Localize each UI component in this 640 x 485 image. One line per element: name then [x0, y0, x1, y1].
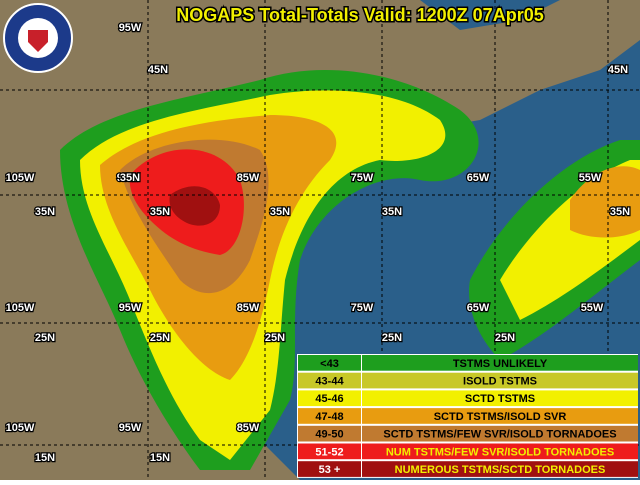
legend-range-cell — [298, 443, 361, 460]
grid-label: 35N — [35, 206, 55, 218]
grid-label: 85W — [237, 422, 260, 434]
legend-label: NUM TSTMS/FEW SVR/ISOLD TORNADOES — [386, 446, 614, 458]
legend-range-cell — [298, 390, 361, 407]
grid-label: 35N — [150, 206, 170, 218]
legend-range-cell — [298, 408, 361, 424]
orange-zone-east — [570, 166, 640, 238]
grid-label: 105W — [6, 422, 35, 434]
grid-label: 105W — [6, 172, 35, 184]
legend-label-cell — [362, 443, 638, 460]
grid-label: 15N — [35, 452, 55, 464]
legend-range: 53 + — [319, 464, 341, 476]
legend-label-cell — [362, 425, 638, 442]
grid-label: 25N — [150, 332, 170, 344]
legend-range: 47-48 — [315, 411, 343, 423]
grid-label: 85W — [237, 172, 260, 184]
grid-label: 35N — [270, 206, 290, 218]
grid-label: 45N — [608, 64, 628, 76]
legend-range: 51-52 — [315, 446, 343, 458]
legend-label: ISOLD TSTMS — [463, 375, 537, 387]
grid-label: 35N — [610, 206, 630, 218]
legend-range: 49-50 — [315, 429, 343, 441]
grid-label: 95W — [119, 22, 142, 34]
legend-label-cell — [362, 461, 638, 477]
grid-label: 15N — [150, 452, 170, 464]
grid-label: 55W — [579, 172, 602, 184]
grid-label: 25N — [35, 332, 55, 344]
legend-label: SCTD TSTMS/ISOLD SVR — [434, 411, 567, 423]
title: NOGAPS Total-Totals Valid: 1200Z 07Apr05 — [176, 5, 543, 25]
legend-label: NUMEROUS TSTMS/SCTD TORNADOES — [395, 464, 606, 476]
logo-shield — [28, 30, 48, 52]
grid-label: 75W — [351, 302, 374, 314]
legend-label-cell — [362, 355, 638, 371]
legend-range-cell — [298, 372, 361, 389]
grid-label: 65W — [467, 302, 490, 314]
legend-label-cell — [362, 390, 638, 407]
legend-label-cell — [362, 372, 638, 389]
legend-range-cell — [298, 355, 361, 371]
legend-range-cell — [298, 461, 361, 477]
legend-label: SCTD TSTMS — [465, 393, 535, 405]
grid-label: 95W — [119, 422, 142, 434]
grid-label: 25N — [382, 332, 402, 344]
legend-range: 43-44 — [315, 375, 344, 387]
legend-range: <43 — [320, 358, 339, 370]
legend-range-cell — [298, 425, 361, 442]
legend-label: SCTD TSTMS/FEW SVR/ISOLD TORNADOES — [383, 429, 616, 441]
grid-label: 75W — [351, 172, 374, 184]
grid-label: 105W — [6, 302, 35, 314]
grid-label: 55W — [581, 302, 604, 314]
legend-range: 45-46 — [315, 393, 343, 405]
grid-label: 25N — [495, 332, 515, 344]
grid-label: 65W — [467, 172, 490, 184]
grid-label: 95W — [117, 172, 140, 184]
grid-label: 35N — [120, 172, 140, 184]
grid-label: 25N — [265, 332, 285, 344]
darkred-zone — [169, 186, 220, 226]
grid-label: 35N — [382, 206, 402, 218]
grid-label: 45N — [148, 64, 168, 76]
grid-label: 85W — [237, 302, 260, 314]
legend-label-cell — [362, 408, 638, 424]
legend: <43 TSTMS UNLIKELY 43-44 ISOLD TSTMS 45-46 SC… — [297, 354, 638, 478]
legend-label: TSTMS UNLIKELY — [453, 358, 548, 370]
grid-label: 95W — [119, 302, 142, 314]
